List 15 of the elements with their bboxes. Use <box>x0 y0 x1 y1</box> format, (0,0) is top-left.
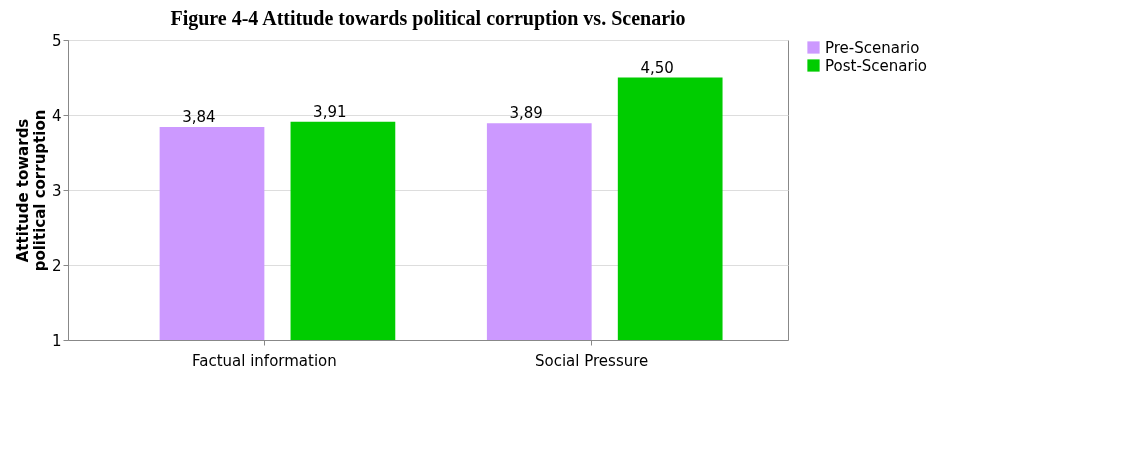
y-tick-label: 1 <box>51 331 62 350</box>
x-tick-label: Factual information <box>191 351 337 370</box>
data-label: 3,91 <box>313 102 347 121</box>
y-tick-label: 2 <box>51 256 62 275</box>
y-tick-label: 5 <box>51 31 62 50</box>
legend-label: Pre-Scenario <box>825 38 920 57</box>
y-tick-label: 3 <box>51 181 62 200</box>
legend-label: Post-Scenario <box>825 56 928 75</box>
data-label: 3,84 <box>182 108 216 126</box>
data-label: 4,50 <box>640 58 674 77</box>
x-tick-label: Social Pressure <box>534 351 649 370</box>
y-tick-label: 4 <box>51 106 62 125</box>
chart-title: Figure 4-4 Attitude towards political corruption vs. Scenario <box>170 7 686 30</box>
y-axis-title: Attitude towards political corruption <box>13 109 49 272</box>
data-label: 3,89 <box>509 104 543 123</box>
